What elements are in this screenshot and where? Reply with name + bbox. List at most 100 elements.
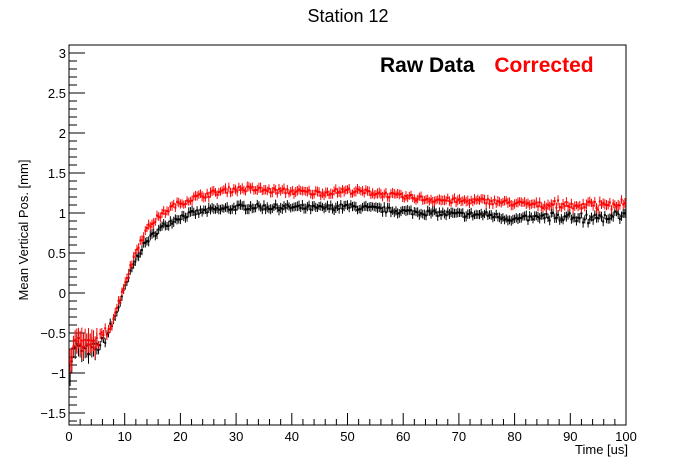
data-point bbox=[538, 201, 541, 204]
data-point bbox=[386, 196, 389, 199]
data-point bbox=[288, 205, 291, 208]
data-point bbox=[590, 201, 593, 204]
data-point bbox=[333, 189, 336, 192]
data-point bbox=[540, 214, 543, 217]
data-point bbox=[605, 204, 608, 207]
data-point bbox=[150, 222, 153, 225]
data-point bbox=[135, 248, 138, 251]
data-point bbox=[135, 254, 138, 257]
data-point bbox=[247, 185, 250, 188]
data-point bbox=[318, 191, 321, 194]
data-point bbox=[189, 210, 192, 213]
data-point bbox=[354, 205, 357, 208]
data-point bbox=[324, 191, 327, 194]
data-point bbox=[495, 202, 498, 205]
data-point bbox=[607, 204, 610, 207]
data-point bbox=[182, 203, 185, 206]
data-point bbox=[222, 188, 225, 191]
data-point bbox=[598, 200, 601, 203]
data-point bbox=[214, 208, 217, 211]
data-point bbox=[184, 203, 187, 206]
data-point bbox=[212, 207, 215, 210]
data-point bbox=[613, 203, 616, 206]
y-tick-label: −1 bbox=[51, 366, 66, 381]
data-point bbox=[396, 212, 399, 215]
data-point bbox=[450, 201, 453, 204]
data-point bbox=[453, 212, 456, 215]
data-point bbox=[505, 199, 508, 202]
data-point bbox=[226, 206, 229, 209]
data-point bbox=[107, 328, 110, 331]
x-tick-label: 80 bbox=[507, 429, 521, 444]
data-point bbox=[465, 200, 468, 203]
x-tick-label: 30 bbox=[229, 429, 243, 444]
data-point bbox=[550, 212, 553, 215]
data-point bbox=[162, 209, 165, 212]
data-point bbox=[145, 240, 148, 243]
data-point bbox=[376, 206, 379, 209]
data-point bbox=[254, 207, 257, 210]
data-point bbox=[219, 208, 222, 211]
data-point bbox=[289, 207, 292, 210]
data-point bbox=[533, 215, 536, 218]
data-point bbox=[436, 198, 439, 201]
data-point bbox=[435, 199, 438, 202]
data-point bbox=[612, 215, 615, 218]
data-point bbox=[252, 189, 255, 192]
data-point bbox=[239, 203, 242, 206]
data-point bbox=[423, 199, 426, 202]
data-point bbox=[568, 205, 571, 208]
data-point bbox=[221, 189, 224, 192]
data-point bbox=[132, 255, 135, 258]
data-point bbox=[513, 217, 516, 220]
legend-entry-raw-data: Raw Data bbox=[380, 54, 475, 77]
data-point bbox=[612, 202, 615, 205]
y-axis-label: Mean Vertical Pos. [mm] bbox=[16, 159, 31, 301]
data-point bbox=[201, 211, 204, 214]
data-point bbox=[157, 215, 160, 218]
data-point bbox=[436, 214, 439, 217]
data-point bbox=[356, 187, 359, 190]
data-point bbox=[204, 196, 207, 199]
data-point bbox=[550, 202, 553, 205]
data-point bbox=[301, 204, 304, 207]
data-point bbox=[389, 192, 392, 195]
data-point bbox=[343, 190, 346, 193]
data-point bbox=[162, 222, 165, 225]
data-point bbox=[194, 194, 197, 197]
data-point bbox=[134, 260, 137, 263]
data-point bbox=[209, 191, 212, 194]
data-point bbox=[241, 204, 244, 207]
data-point bbox=[542, 207, 545, 210]
data-point bbox=[199, 192, 202, 195]
data-point bbox=[266, 206, 269, 209]
data-point bbox=[244, 190, 247, 193]
data-point bbox=[306, 205, 309, 208]
data-point bbox=[587, 200, 590, 203]
data-point bbox=[364, 188, 367, 191]
data-point bbox=[580, 212, 583, 215]
data-point bbox=[276, 206, 279, 209]
data-point bbox=[426, 198, 429, 201]
data-point bbox=[485, 211, 488, 214]
data-point bbox=[293, 206, 296, 209]
data-point bbox=[313, 193, 316, 196]
data-point bbox=[336, 205, 339, 208]
data-point bbox=[232, 187, 235, 190]
data-point bbox=[236, 204, 239, 207]
data-point bbox=[552, 211, 555, 214]
data-point bbox=[284, 206, 287, 209]
data-point bbox=[251, 207, 254, 210]
data-point bbox=[80, 339, 83, 342]
data-point bbox=[426, 209, 429, 212]
data-point bbox=[267, 207, 270, 210]
data-point bbox=[475, 213, 478, 216]
data-point bbox=[573, 205, 576, 208]
data-point bbox=[105, 334, 108, 337]
data-point bbox=[261, 190, 264, 193]
data-point bbox=[445, 199, 448, 202]
data-point bbox=[471, 201, 474, 204]
x-tick-label: 10 bbox=[117, 429, 131, 444]
data-point bbox=[431, 210, 434, 213]
data-point bbox=[461, 200, 464, 203]
